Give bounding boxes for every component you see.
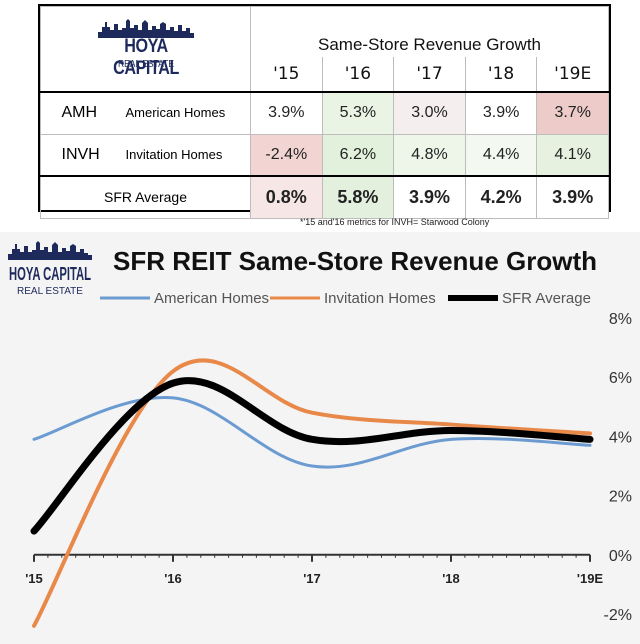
hoya-capital-logo: HOYA CAPITAL REAL ESTATE — [96, 18, 196, 79]
year-header: '17 — [393, 57, 466, 93]
legend-label: Invitation Homes — [324, 290, 436, 307]
table-row-average: SFR Average 0.8% 5.8% 3.9% 4.2% 3.9% — [40, 175, 609, 219]
x-axis: '15 '16 '17 '18 '19E — [25, 553, 604, 586]
average-value-cell: 5.8% — [321, 175, 395, 219]
row-company-name: Invitation Homes — [125, 146, 223, 162]
series-line — [32, 396, 592, 469]
year-header: '18 — [464, 57, 538, 93]
year-header: '15 — [250, 57, 323, 93]
value-cell: 3.0% — [393, 91, 466, 135]
y-tick-label: 6% — [609, 370, 632, 387]
x-tick-label: '18 — [442, 571, 460, 586]
y-axis: -2% 0% 2% 4% 6% 8% — [604, 311, 632, 624]
average-value-cell: 4.2% — [464, 175, 538, 219]
chart-logo-brand-top: HOYA CAPITAL — [9, 264, 91, 284]
value-cell: 3.9% — [464, 91, 538, 135]
line-chart: HOYA CAPITAL REAL ESTATE SFR REIT Same-S… — [0, 232, 640, 644]
table-header-title: Same-Store Revenue Growth — [250, 6, 609, 57]
table-row-amh: AMH American Homes 3.9% 5.3% 3.0% 3.9% 3.… — [40, 91, 609, 135]
skyline-icon — [8, 241, 92, 260]
average-value-cell: 0.8% — [250, 175, 323, 219]
value-cell: 4.1% — [536, 133, 609, 177]
chart-logo-brand-bottom: REAL ESTATE — [17, 286, 83, 297]
value-cell: 3.7% — [536, 91, 609, 135]
legend-label: American Homes — [154, 290, 269, 307]
y-tick-label: 0% — [609, 548, 632, 565]
value-cell: 3.9% — [250, 91, 323, 135]
x-tick-label: '17 — [303, 571, 321, 586]
logo-brand-top: HOYA CAPITAL — [112, 35, 179, 79]
x-tick-label: '16 — [164, 571, 182, 586]
data-table: HOYA CAPITAL REAL ESTATE Same-Store Reve… — [40, 6, 609, 219]
y-tick-label: 2% — [609, 489, 632, 506]
legend-label: SFR Average — [502, 290, 591, 307]
average-label: SFR Average — [40, 175, 251, 219]
table-footnote: *'15 and'16 metrics for INVH= Starwood C… — [300, 217, 490, 227]
row-label: AMH American Homes — [40, 91, 251, 135]
logo-cell: HOYA CAPITAL REAL ESTATE — [40, 6, 251, 93]
logo-brand-bottom: REAL ESTATE — [117, 58, 174, 70]
chart-legend: American Homes Invitation Homes SFR Averag… — [100, 290, 591, 307]
x-tick-label: '15 — [25, 571, 43, 586]
row-ticker: AMH — [61, 104, 98, 122]
value-cell: 4.4% — [464, 133, 538, 177]
table-row-invh: INVH Invitation Homes -2.4% 6.2% 4.8% 4.4… — [40, 133, 609, 177]
series-line — [30, 377, 594, 535]
chart-title: SFR REIT Same-Store Revenue Growth — [113, 246, 597, 276]
average-value-cell: 3.9% — [393, 175, 466, 219]
value-cell: 5.3% — [321, 91, 395, 135]
x-tick-label: '19E — [577, 571, 604, 586]
chart-series — [30, 358, 594, 628]
year-header: '16 — [321, 57, 395, 93]
average-value-cell: 3.9% — [536, 175, 609, 219]
chart-logo: HOYA CAPITAL REAL ESTATE — [8, 241, 92, 297]
skyline-icon — [97, 18, 194, 38]
revenue-growth-table: HOYA CAPITAL REAL ESTATE Same-Store Reve… — [38, 4, 611, 219]
row-company-name: American Homes — [125, 105, 226, 121]
y-tick-label: -2% — [604, 607, 632, 624]
row-label: INVH Invitation Homes — [40, 133, 251, 177]
row-ticker: INVH — [61, 145, 100, 163]
y-tick-label: 4% — [609, 429, 632, 446]
series-line — [32, 358, 592, 628]
value-cell: 6.2% — [321, 133, 395, 177]
value-cell: 4.8% — [393, 133, 466, 177]
value-cell: -2.4% — [250, 133, 323, 177]
year-header: '19E — [536, 57, 609, 93]
y-tick-label: 8% — [609, 311, 632, 328]
